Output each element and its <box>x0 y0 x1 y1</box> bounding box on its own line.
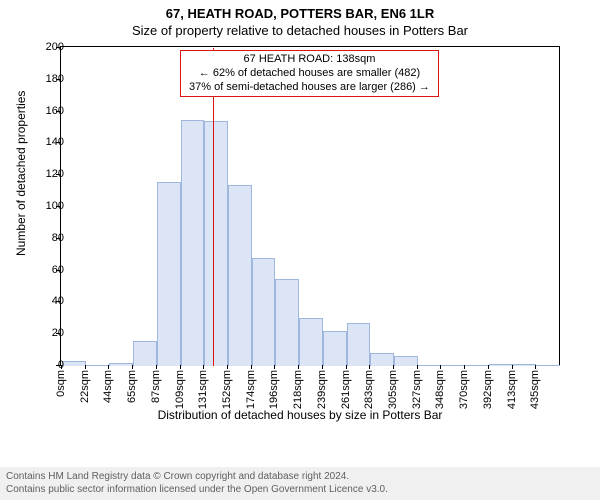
histogram-bar <box>157 182 181 366</box>
x-tick-label: 327sqm <box>411 370 423 409</box>
x-tick-mark <box>393 365 394 369</box>
x-tick-mark <box>322 365 323 369</box>
x-tick-label: 152sqm <box>221 370 233 409</box>
x-tick-label: 392sqm <box>482 370 494 409</box>
histogram-bar <box>465 365 489 366</box>
histogram-bar <box>323 331 347 366</box>
y-tick-label: 100 <box>46 200 64 212</box>
histogram-bar <box>536 365 560 366</box>
footer-line2: Contains public sector information licen… <box>6 484 594 497</box>
x-tick-label: 305sqm <box>387 370 399 409</box>
x-tick-mark <box>464 365 465 369</box>
histogram-bar <box>347 323 371 366</box>
y-tick-label: 160 <box>46 105 64 117</box>
x-axis-label: Distribution of detached houses by size … <box>0 408 600 422</box>
x-tick-label: 413sqm <box>506 370 518 409</box>
annotation-box: 67 HEATH ROAD: 138sqm ← 62% of detached … <box>180 50 439 97</box>
y-tick-mark <box>56 47 60 48</box>
x-tick-mark <box>417 365 418 369</box>
y-tick-mark <box>56 333 60 334</box>
x-tick-label: 131sqm <box>197 370 209 409</box>
x-tick-label: 218sqm <box>292 370 304 409</box>
histogram-bar <box>275 279 299 366</box>
histogram-bar <box>181 120 205 366</box>
x-tick-label: 44sqm <box>102 370 114 403</box>
histogram-bar <box>299 318 323 366</box>
y-tick-mark <box>56 365 60 366</box>
x-tick-label: 435sqm <box>529 370 541 409</box>
y-tick-mark <box>56 238 60 239</box>
histogram-bar <box>441 365 465 366</box>
page-title: 67, HEATH ROAD, POTTERS BAR, EN6 1LR <box>0 6 600 21</box>
x-tick-label: 239sqm <box>316 370 328 409</box>
histogram-bar <box>394 356 418 366</box>
footer: Contains HM Land Registry data © Crown c… <box>0 467 600 500</box>
x-tick-label: 87sqm <box>150 370 162 403</box>
x-tick-label: 0sqm <box>55 370 67 397</box>
x-tick-mark <box>180 365 181 369</box>
histogram-chart: 67 HEATH ROAD: 138sqm ← 62% of detached … <box>60 46 570 406</box>
y-tick-mark <box>56 79 60 80</box>
y-tick-label: 140 <box>46 136 64 148</box>
histogram-bar <box>133 341 157 366</box>
x-tick-mark <box>156 365 157 369</box>
y-tick-mark <box>56 174 60 175</box>
annotation-line3: 37% of semi-detached houses are larger (… <box>189 81 430 95</box>
x-tick-mark <box>85 365 86 369</box>
page-subtitle: Size of property relative to detached ho… <box>0 23 600 38</box>
histogram-bar <box>252 258 276 366</box>
x-tick-mark <box>132 365 133 369</box>
annotation-line2: ← 62% of detached houses are smaller (48… <box>189 67 430 81</box>
x-tick-label: 22sqm <box>79 370 91 403</box>
x-tick-mark <box>251 365 252 369</box>
y-tick-label: 180 <box>46 73 64 85</box>
x-tick-label: 283sqm <box>363 370 375 409</box>
x-tick-mark <box>488 365 489 369</box>
x-tick-mark <box>346 365 347 369</box>
x-tick-label: 109sqm <box>174 370 186 409</box>
annotation-line1: 67 HEATH ROAD: 138sqm <box>189 53 430 67</box>
x-tick-mark <box>369 365 370 369</box>
x-tick-mark <box>108 365 109 369</box>
x-tick-label: 174sqm <box>245 370 257 409</box>
histogram-bar <box>489 364 513 366</box>
y-tick-label: 200 <box>46 41 64 53</box>
x-tick-label: 196sqm <box>268 370 280 409</box>
footer-line1: Contains HM Land Registry data © Crown c… <box>6 471 594 484</box>
histogram-bar <box>109 363 133 366</box>
x-tick-label: 370sqm <box>458 370 470 409</box>
histogram-bar <box>62 361 86 366</box>
x-tick-mark <box>298 365 299 369</box>
x-tick-mark <box>274 365 275 369</box>
y-tick-mark <box>56 142 60 143</box>
x-tick-mark <box>61 365 62 369</box>
x-tick-label: 261sqm <box>340 370 352 409</box>
x-tick-label: 65sqm <box>126 370 138 403</box>
histogram-bar <box>204 121 228 366</box>
histogram-bar <box>513 364 537 366</box>
histogram-bar <box>228 185 252 366</box>
y-tick-mark <box>56 111 60 112</box>
y-tick-label: 120 <box>46 168 64 180</box>
y-axis-label: Number of detached properties <box>14 91 28 256</box>
y-tick-mark <box>56 206 60 207</box>
histogram-bar <box>370 353 394 366</box>
histogram-bar <box>86 365 110 366</box>
x-tick-label: 348sqm <box>434 370 446 409</box>
x-tick-mark <box>512 365 513 369</box>
x-tick-mark <box>227 365 228 369</box>
x-tick-mark <box>203 365 204 369</box>
x-tick-mark <box>440 365 441 369</box>
x-tick-mark <box>535 365 536 369</box>
y-tick-mark <box>56 301 60 302</box>
histogram-bar <box>418 365 442 366</box>
y-tick-mark <box>56 270 60 271</box>
